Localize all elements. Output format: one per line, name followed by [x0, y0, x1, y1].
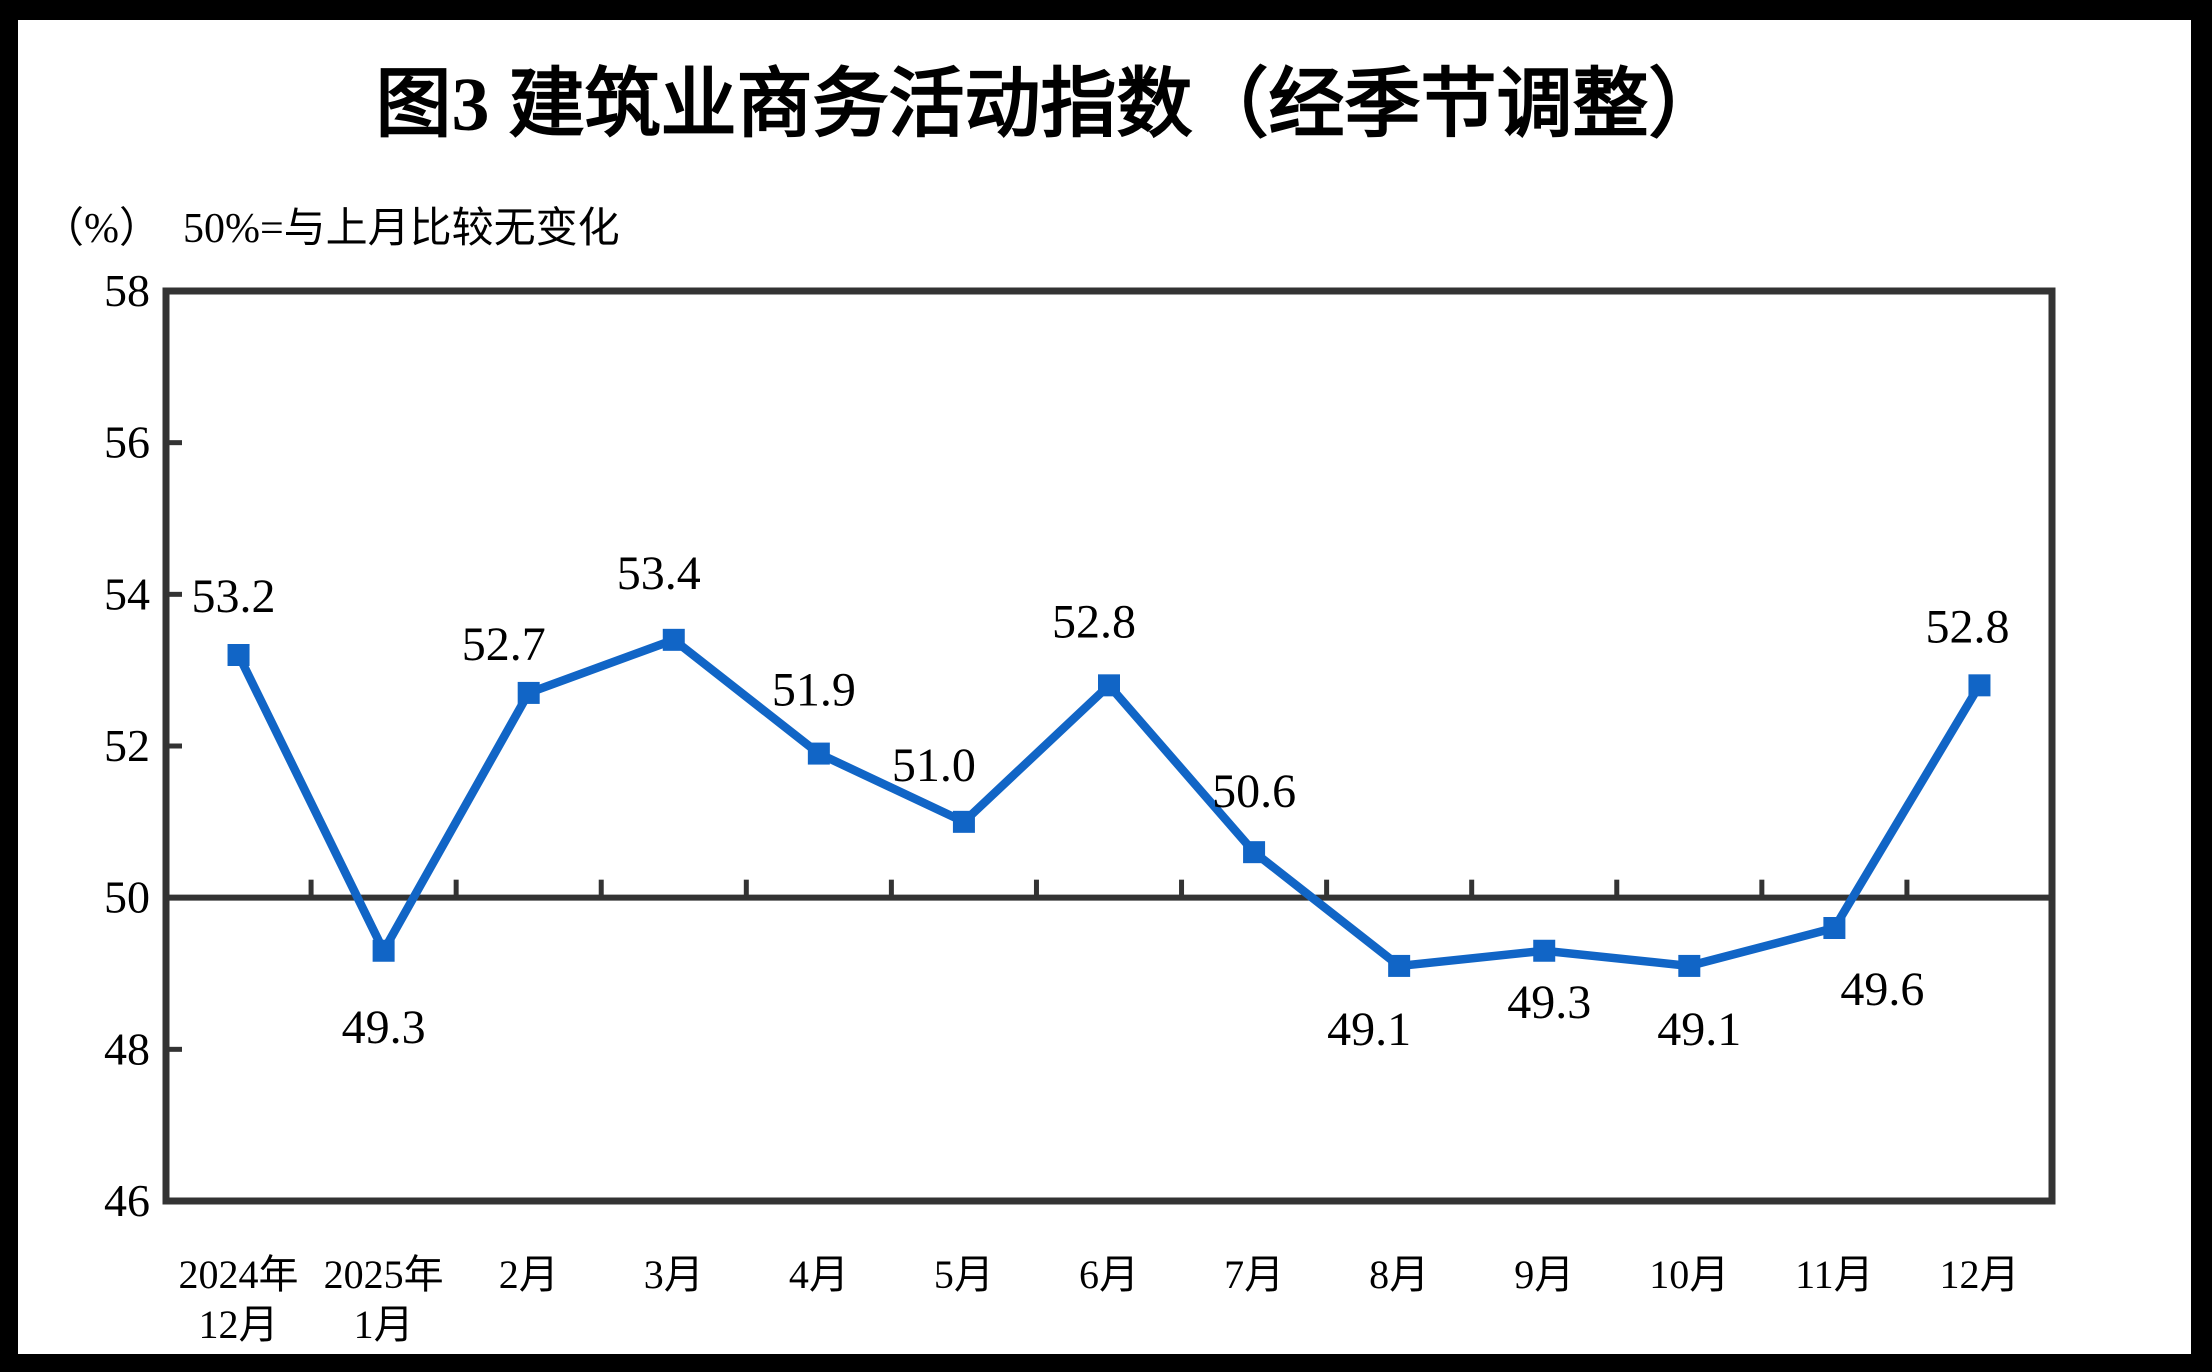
plot-border: [162, 287, 2056, 1205]
x-axis-label: 7月: [1224, 1252, 1284, 1297]
data-point-marker: [807, 742, 830, 765]
x-axis-label: 6月: [1079, 1252, 1139, 1297]
y-axis-label: 58: [104, 265, 150, 316]
y-axis-label: 56: [104, 417, 150, 468]
y-axis-label: 54: [104, 568, 150, 619]
data-point-label: 49.3: [1507, 976, 1591, 1029]
data-point-label: 53.2: [192, 570, 276, 623]
data-point-marker: [1533, 939, 1556, 962]
data-point-label: 52.8: [1925, 600, 2009, 653]
data-point-label: 49.1: [1327, 1003, 1411, 1056]
data-point-label: 51.9: [772, 664, 856, 717]
data-point-marker: [1968, 674, 1991, 697]
data-point-label: 52.8: [1052, 595, 1136, 648]
x-axis-label: 2024年 12月: [179, 1252, 299, 1347]
y-axis-label: 52: [104, 720, 150, 771]
x-axis-label: 3月: [644, 1252, 704, 1297]
x-axis-label: 8月: [1369, 1252, 1429, 1297]
data-point-label: 49.6: [1840, 963, 1924, 1016]
data-point-marker: [517, 681, 540, 704]
data-point-marker: [1388, 954, 1411, 977]
y-axis-label: 50: [104, 872, 150, 923]
x-axis-label: 5月: [934, 1252, 994, 1297]
data-point-label: 49.1: [1657, 1003, 1741, 1056]
chart-subtitle: （%） 50%=与上月比较无变化: [42, 194, 620, 255]
x-axis-label: 10月: [1649, 1252, 1729, 1297]
data-point-marker: [952, 810, 975, 833]
data-point-marker: [227, 644, 250, 666]
data-point-marker: [1678, 954, 1701, 977]
data-point-label: 51.0: [892, 739, 976, 792]
data-point-marker: [1823, 917, 1846, 939]
data-point-marker: [662, 628, 685, 651]
x-axis-label: 12月: [1939, 1252, 2019, 1297]
data-point-marker: [1243, 841, 1266, 864]
y-axis-unit-label: （%）: [42, 206, 161, 252]
data-point-marker: [372, 939, 395, 962]
data-point-label: 50.6: [1212, 765, 1296, 818]
chart-title: 图3 建筑业商务活动指数（经季节调整）: [375, 63, 1725, 147]
reference-note: 50%=与上月比较无变化: [183, 206, 620, 252]
data-point-label: 53.4: [617, 547, 701, 600]
y-axis-label: 48: [104, 1023, 150, 1074]
x-axis-label: 9月: [1514, 1252, 1574, 1297]
data-point-marker: [1098, 674, 1120, 697]
x-axis-label: 2月: [499, 1252, 559, 1297]
x-axis-label: 11月: [1795, 1252, 1874, 1297]
data-point-label: 52.7: [462, 618, 546, 671]
x-axis-label: 4月: [789, 1252, 849, 1297]
x-axis-label: 2025年 1月: [324, 1252, 444, 1347]
y-axis-label: 46: [104, 1175, 150, 1226]
data-point-label: 49.3: [342, 1001, 426, 1054]
